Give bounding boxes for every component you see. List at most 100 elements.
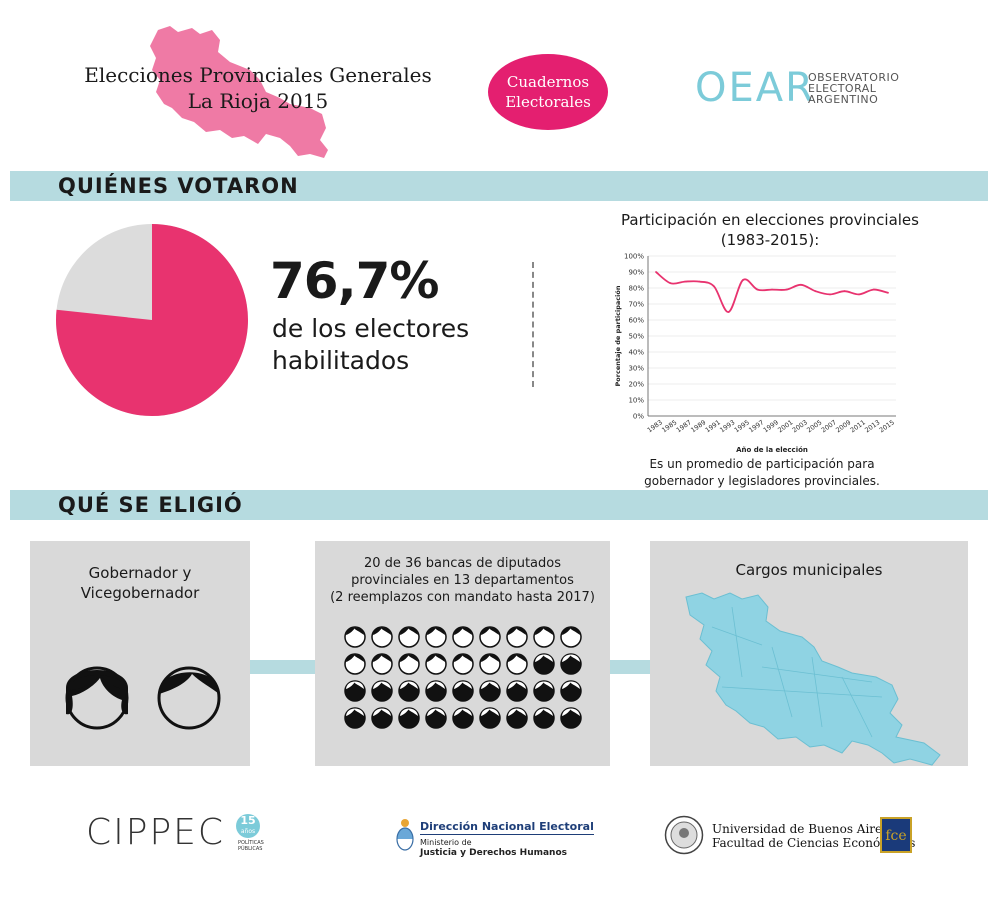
chart-point bbox=[713, 285, 715, 288]
card-gobernador: Gobernador y Vicegobernador bbox=[30, 541, 250, 766]
la-rioja-map-header bbox=[150, 26, 328, 158]
seat-elected-icon bbox=[371, 707, 393, 729]
chart-y-tick-label: 30% bbox=[628, 365, 644, 373]
participation-caption: de los electores habilitados bbox=[272, 313, 469, 377]
oear-line3: ARGENTINO bbox=[808, 93, 879, 106]
participation-line-chart: 0%10%20%30%40%50%60%70%80%90%100%1983198… bbox=[614, 253, 896, 454]
divider-dashed bbox=[532, 262, 534, 387]
seat-elected-icon bbox=[506, 707, 528, 729]
seat-elected-icon bbox=[452, 680, 474, 702]
chart-point bbox=[858, 293, 860, 296]
seat-elected-icon bbox=[425, 707, 447, 729]
seat-not-elected-icon bbox=[452, 653, 474, 675]
oear-line2: ELECTORAL bbox=[808, 82, 877, 95]
seat-not-elected-icon bbox=[398, 626, 420, 648]
chart-point bbox=[785, 288, 788, 291]
chart-title: Participación en elecciones provinciales… bbox=[600, 210, 940, 250]
chart-x-label: Año de la elección bbox=[736, 446, 808, 454]
dne-sub2: Justicia y Derechos Humanos bbox=[420, 848, 567, 858]
seat-not-elected-icon bbox=[560, 626, 582, 648]
seat-not-elected-icon bbox=[344, 626, 366, 648]
uba-line2: Facultad de Ciencias Económicas bbox=[712, 836, 916, 850]
participation-big-number: 76,7% bbox=[270, 252, 439, 310]
seat-elected-icon bbox=[560, 653, 582, 675]
cippec-logo: CIPPEC bbox=[86, 812, 225, 853]
chart-y-tick-label: 0% bbox=[633, 413, 644, 421]
chart-point bbox=[655, 271, 657, 273]
chart-y-tick-label: 100% bbox=[624, 253, 644, 261]
chart-y-tick-label: 40% bbox=[628, 349, 644, 357]
card-diputados: 20 de 36 bancas de diputados provinciale… bbox=[315, 541, 610, 766]
seat-elected-icon bbox=[506, 680, 528, 702]
seat-elected-icon bbox=[452, 707, 474, 729]
dne-text: Dirección Nacional Electoral Ministerio … bbox=[420, 820, 594, 859]
chart-note: Es un promedio de participación para gob… bbox=[612, 456, 912, 490]
card1-line1: Gobernador y bbox=[88, 564, 192, 582]
chart-title-line2: (1983-2015): bbox=[720, 231, 820, 249]
cippec-sub: POLÍTICAS PÚBLICAS bbox=[238, 840, 264, 852]
chart-point bbox=[800, 283, 802, 286]
seat-not-elected-icon bbox=[425, 653, 447, 675]
seat-elected-icon bbox=[479, 707, 501, 729]
uba-text: Universidad de Buenos Aires Facultad de … bbox=[712, 822, 915, 850]
chart-y-tick-label: 50% bbox=[628, 333, 644, 341]
chart-y-tick-label: 80% bbox=[628, 285, 644, 293]
chart-point bbox=[684, 280, 686, 283]
chart-series-line bbox=[655, 271, 889, 313]
seat-elected-icon bbox=[398, 680, 420, 702]
participation-caption-line1: de los electores bbox=[272, 314, 470, 343]
seat-not-elected-icon bbox=[479, 653, 501, 675]
seat-not-elected-icon bbox=[452, 626, 474, 648]
oear-name: OBSERVATORIO ELECTORAL ARGENTINO bbox=[808, 72, 899, 105]
section-band-quienes-votaron: QUIÉNES VOTARON bbox=[10, 171, 988, 201]
seat-elected-icon bbox=[533, 707, 555, 729]
seat-elected-icon bbox=[398, 707, 420, 729]
chart-note-line2: gobernador y legisladores provinciales. bbox=[644, 474, 880, 488]
header-title-line1: Elecciones Provinciales Generales bbox=[84, 63, 432, 87]
card-diputados-title: 20 de 36 bancas de diputados provinciale… bbox=[315, 555, 610, 606]
chart-point bbox=[756, 288, 759, 291]
chart-point bbox=[742, 279, 744, 281]
chart-y-tick-label: 10% bbox=[628, 397, 644, 405]
oear-logo: OEAR bbox=[695, 64, 815, 112]
seat-elected-icon bbox=[479, 680, 501, 702]
header-title-line2: La Rioja 2015 bbox=[187, 89, 329, 113]
chart-y-tick-label: 20% bbox=[628, 381, 644, 389]
chart-title-line1: Participación en elecciones provinciales bbox=[621, 211, 919, 229]
card-municipales-title: Cargos municipales bbox=[735, 561, 883, 579]
dne-sub1: Ministerio de bbox=[420, 838, 472, 847]
card-gobernador-title: Gobernador y Vicegobernador bbox=[30, 563, 250, 603]
chart-y-label: Porcentaje de participación bbox=[614, 285, 622, 386]
argentina-shield-icon bbox=[396, 819, 414, 851]
seat-elected-icon bbox=[533, 680, 555, 702]
card-municipales: Cargos municipales bbox=[650, 541, 968, 766]
cippec-text: CIPPEC bbox=[86, 812, 226, 853]
seat-elected-icon bbox=[344, 680, 366, 702]
oear-line1: OBSERVATORIO bbox=[808, 71, 900, 84]
seat-not-elected-icon bbox=[533, 626, 555, 648]
chart-point bbox=[771, 288, 773, 291]
fce-text: fce bbox=[885, 828, 907, 844]
seat-elected-icon bbox=[371, 680, 393, 702]
chart-x-tick-label: 2015 bbox=[878, 418, 896, 434]
chart-y-tick-label: 90% bbox=[628, 269, 644, 277]
uba-seal-icon bbox=[664, 815, 704, 855]
chart-point bbox=[727, 311, 730, 313]
seat-elected-icon bbox=[344, 707, 366, 729]
chart-point bbox=[698, 280, 701, 283]
cippec-sub1: POLÍTICAS bbox=[238, 840, 264, 846]
seat-elected-icon bbox=[560, 680, 582, 702]
seat-not-elected-icon bbox=[371, 653, 393, 675]
chart-y-tick-label: 70% bbox=[628, 301, 644, 309]
cippec-badge-number: 15 bbox=[240, 814, 256, 827]
cippec-sub2: PÚBLICAS bbox=[238, 846, 263, 852]
card2-line1: 20 de 36 bancas de diputados bbox=[364, 556, 561, 571]
card2-line2: provinciales en 13 departamentos bbox=[351, 573, 574, 588]
face-male-icon bbox=[157, 666, 221, 730]
section-band-que-se-eligio: QUÉ SE ELIGIÓ bbox=[10, 490, 988, 520]
seat-not-elected-icon bbox=[344, 653, 366, 675]
cippec-badge-sub: años bbox=[240, 828, 256, 835]
seat-elected-icon bbox=[533, 653, 555, 675]
chart-point bbox=[669, 282, 672, 285]
chart-point bbox=[829, 293, 831, 296]
